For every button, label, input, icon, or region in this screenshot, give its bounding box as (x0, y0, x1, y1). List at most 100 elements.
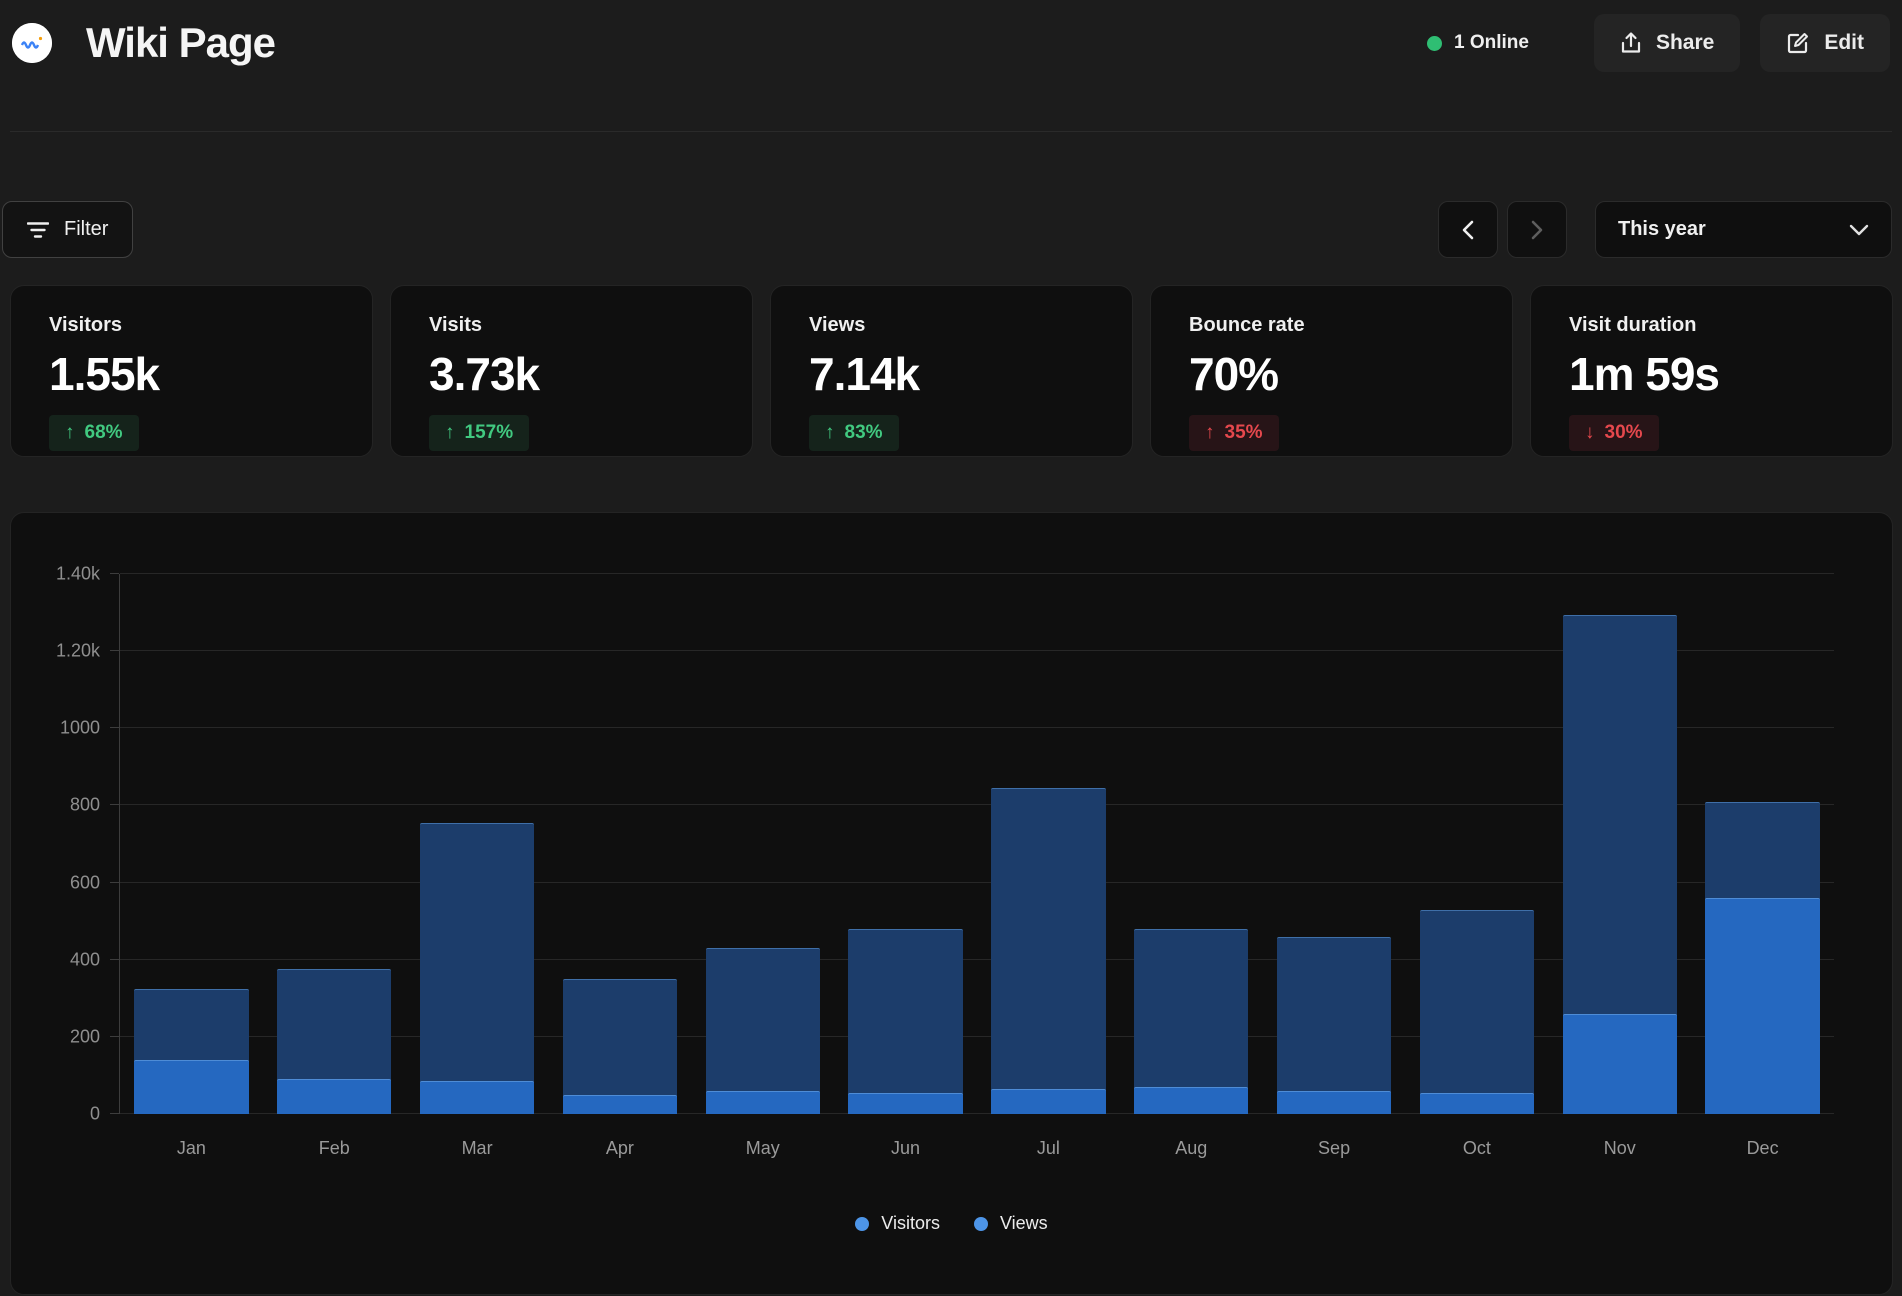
stat-value: 1m 59s (1569, 347, 1892, 401)
views-bar[interactable] (1420, 910, 1534, 1114)
share-button[interactable]: Share (1594, 14, 1740, 72)
views-bar[interactable] (1277, 937, 1391, 1114)
x-tick-label: Aug (1120, 1138, 1263, 1159)
stat-change-value: 30% (1605, 422, 1643, 444)
y-tick-label: 600 (12, 872, 100, 893)
stat-card-views[interactable]: Views 7.14k ↑ 83% (770, 285, 1133, 457)
stat-change-badge: ↓ 30% (1569, 415, 1659, 451)
x-tick-label: Jan (120, 1138, 263, 1159)
axis-tick (110, 727, 119, 728)
visitors-bar[interactable] (1705, 898, 1819, 1114)
y-tick-label: 1.40k (12, 564, 100, 585)
stat-change-badge: ↑ 157% (429, 415, 529, 451)
bar-column-jun: Jun (834, 574, 977, 1114)
visitors-bar[interactable] (1420, 1093, 1534, 1114)
stat-label: Views (809, 314, 1132, 337)
arrow-up-icon: ↑ (1205, 422, 1215, 444)
visitors-bar[interactable] (277, 1079, 391, 1114)
stat-change-badge: ↑ 68% (49, 415, 139, 451)
stat-change-badge: ↑ 35% (1189, 415, 1279, 451)
chevron-down-icon (1849, 224, 1869, 236)
stat-label: Visitors (49, 314, 372, 337)
x-tick-label: May (691, 1138, 834, 1159)
stat-label: Visits (429, 314, 752, 337)
app-logo-icon (12, 23, 52, 63)
period-select[interactable]: This year (1595, 201, 1892, 258)
edit-button[interactable]: Edit (1760, 14, 1890, 72)
bar-column-may: May (691, 574, 834, 1114)
views-bar[interactable] (706, 948, 820, 1114)
toolbar: Filter This year (2, 201, 1892, 258)
stat-card-visits[interactable]: Visits 3.73k ↑ 157% (390, 285, 753, 457)
visitors-bar[interactable] (848, 1093, 962, 1114)
period-select-value: This year (1618, 218, 1706, 241)
visitors-bar[interactable] (563, 1095, 677, 1114)
views-bar[interactable] (563, 979, 677, 1114)
visitors-bar[interactable] (1277, 1091, 1391, 1114)
edit-button-label: Edit (1824, 31, 1864, 55)
stat-change-value: 35% (1225, 422, 1263, 444)
stat-card-visitors[interactable]: Visitors 1.55k ↑ 68% (10, 285, 373, 457)
prev-period-button[interactable] (1438, 201, 1498, 258)
visitors-bar[interactable] (706, 1091, 820, 1114)
stat-value: 1.55k (49, 347, 372, 401)
app-logo (12, 23, 52, 63)
y-tick-label: 200 (12, 1026, 100, 1047)
y-tick-label: 0 (12, 1104, 100, 1125)
online-status: 1 Online (1427, 32, 1529, 54)
x-tick-label: Nov (1548, 1138, 1691, 1159)
bar-column-nov: Nov (1548, 574, 1691, 1114)
stat-value: 70% (1189, 347, 1512, 401)
axis-tick (110, 1036, 119, 1037)
arrow-up-icon: ↑ (825, 422, 835, 444)
traffic-chart-card: 020040060080010001.20k1.40kJanFebMarAprM… (10, 512, 1893, 1295)
stat-change-value: 83% (845, 422, 883, 444)
y-tick-label: 1.20k (12, 641, 100, 662)
bar-column-feb: Feb (263, 574, 406, 1114)
bar-column-mar: Mar (406, 574, 549, 1114)
x-tick-label: Jul (977, 1138, 1120, 1159)
chart-legend: Visitors Views (11, 1213, 1892, 1234)
x-tick-label: Jun (834, 1138, 977, 1159)
x-tick-label: Sep (1263, 1138, 1406, 1159)
visitors-bar[interactable] (1563, 1014, 1677, 1114)
legend-item-visitors[interactable]: Visitors (855, 1213, 940, 1234)
axis-tick (110, 804, 119, 805)
x-tick-label: Feb (263, 1138, 406, 1159)
legend-item-views[interactable]: Views (974, 1213, 1048, 1234)
legend-label: Visitors (881, 1213, 940, 1234)
bar-column-apr: Apr (549, 574, 692, 1114)
visitors-bar[interactable] (134, 1060, 248, 1114)
visitors-bar[interactable] (991, 1089, 1105, 1114)
filter-icon (27, 221, 49, 239)
y-tick-label: 800 (12, 795, 100, 816)
y-tick-label: 1000 (12, 718, 100, 739)
stat-value: 3.73k (429, 347, 752, 401)
stat-card-bounce-rate[interactable]: Bounce rate 70% ↑ 35% (1150, 285, 1513, 457)
share-button-label: Share (1656, 31, 1714, 55)
online-dot-icon (1427, 36, 1442, 51)
bar-column-jul: Jul (977, 574, 1120, 1114)
stat-label: Bounce rate (1189, 314, 1512, 337)
visitors-bar[interactable] (1134, 1087, 1248, 1114)
visitors-bar[interactable] (420, 1081, 534, 1114)
online-label: 1 Online (1454, 32, 1529, 54)
views-bar[interactable] (991, 788, 1105, 1114)
chevron-left-icon (1461, 220, 1475, 240)
bar-column-oct: Oct (1406, 574, 1549, 1114)
axis-tick (110, 1113, 119, 1114)
x-tick-label: Oct (1406, 1138, 1549, 1159)
page-title: Wiki Page (86, 19, 275, 67)
views-bar[interactable] (420, 823, 534, 1114)
stats-row: Visitors 1.55k ↑ 68% Visits 3.73k ↑ 157%… (10, 285, 1893, 457)
plot-area: 020040060080010001.20k1.40kJanFebMarAprM… (119, 574, 1834, 1114)
filter-button[interactable]: Filter (2, 201, 133, 258)
edit-icon (1786, 31, 1810, 55)
stat-card-visit-duration[interactable]: Visit duration 1m 59s ↓ 30% (1530, 285, 1893, 457)
header: Wiki Page 1 Online Share Edit (0, 0, 1902, 86)
next-period-button[interactable] (1507, 201, 1567, 258)
axis-tick (110, 959, 119, 960)
views-bar[interactable] (848, 929, 962, 1114)
stat-change-value: 68% (85, 422, 123, 444)
arrow-up-icon: ↑ (445, 422, 455, 444)
